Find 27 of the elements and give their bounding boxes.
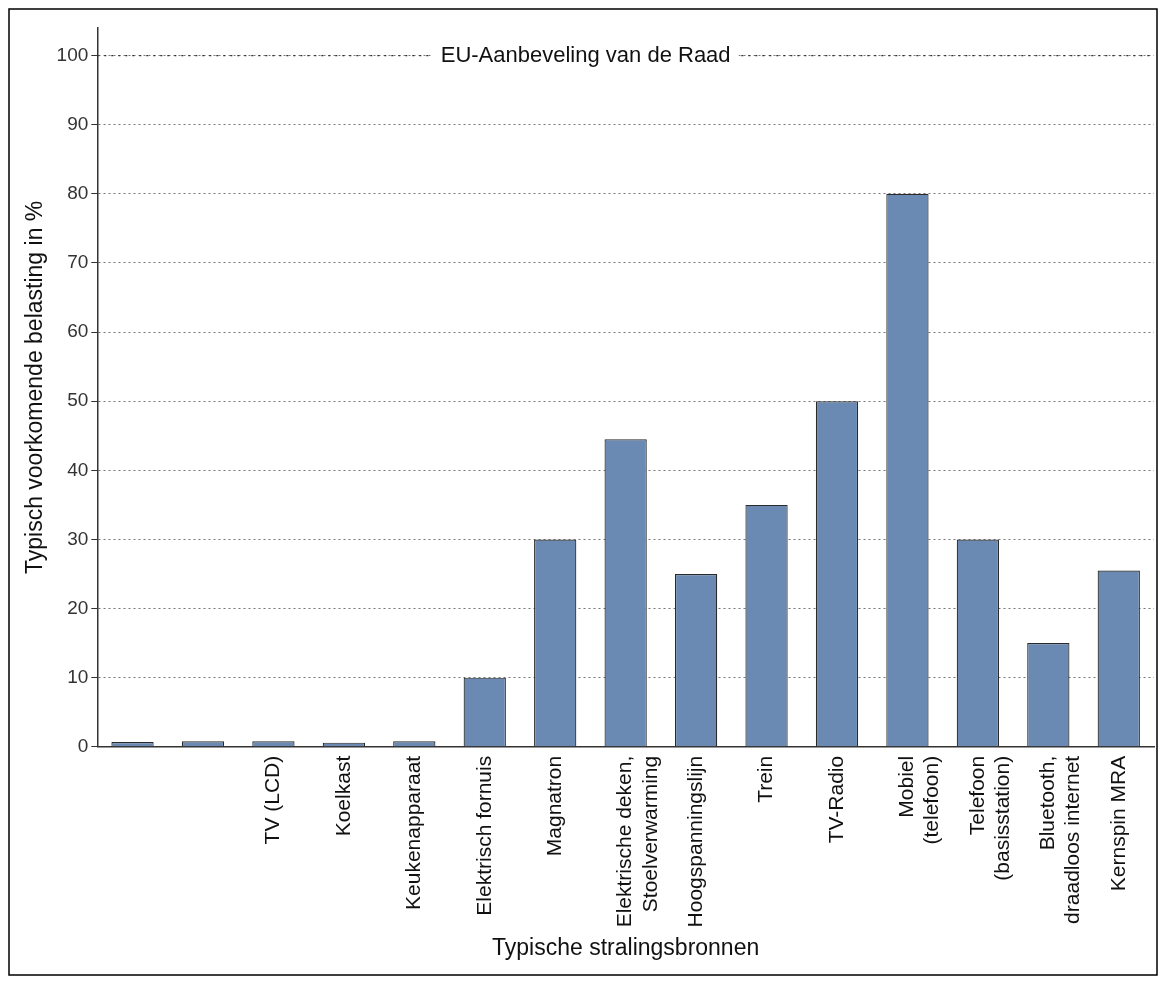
- x-tick-label: Mobiel (telefoon): [894, 755, 943, 845]
- y-tick-label: 10: [67, 665, 89, 687]
- ref-line-label: EU-Aanbeveling van de Raad: [440, 41, 731, 67]
- x-tick-label: Koelkast: [330, 755, 354, 837]
- x-tick-label: Keukenapparaat: [401, 755, 425, 910]
- x-tick-label: Telefoon (basisstation): [964, 755, 1013, 881]
- x-tick-label: Trein: [753, 755, 777, 803]
- x-tick-label: Magnatron: [542, 755, 565, 857]
- y-tick-label: 20: [67, 596, 89, 618]
- x-tick-label: Hoogspanningslijn: [682, 755, 706, 928]
- y-tick-label: 40: [67, 458, 89, 480]
- y-tick-label: 30: [67, 527, 89, 549]
- y-axis-title: Typisch voorkomende belasting in %: [21, 200, 48, 575]
- x-tick-label: TV (LCD): [260, 755, 284, 845]
- y-tick-label: 70: [67, 251, 89, 273]
- y-tick-label: 60: [67, 320, 89, 342]
- y-tick-label: 80: [67, 182, 89, 204]
- x-tick-label: TV-Radio: [823, 755, 847, 844]
- x-axis-title: Typische stralingsbronnen: [492, 933, 760, 960]
- y-tick-label: 0: [77, 735, 89, 757]
- x-tick-label: Elektrische deken, Stoelverwarming: [612, 755, 661, 928]
- x-tick-label: Bluetooth, draadloos internet: [1035, 755, 1084, 924]
- x-tick-label: Elektrisch fornuis: [471, 755, 495, 916]
- y-tick-label: 100: [56, 43, 89, 65]
- y-tick-label: 50: [67, 389, 89, 411]
- x-tick-label: Kernspin MRA: [1105, 755, 1129, 892]
- y-tick-label: 90: [67, 112, 89, 134]
